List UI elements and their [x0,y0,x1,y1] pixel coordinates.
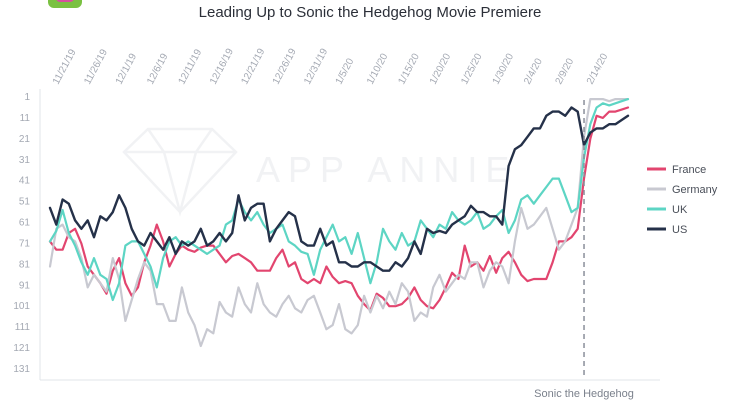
x-tick-label: 12/11/19 [177,47,205,86]
x-tick-label: 2/9/20 [554,56,577,86]
x-tick-label: 12/31/19 [302,46,330,86]
x-tick-label: 2/14/20 [585,51,611,86]
series-line-uk [48,98,630,302]
x-tick-label: 1/10/20 [365,51,391,86]
x-tick-label: 1/20/20 [428,51,454,86]
x-tick-label: 12/16/19 [208,46,236,86]
x-tick-label: 1/25/20 [459,51,485,86]
watermark-text: APP ANNIE [256,149,517,190]
y-tick-label: 51 [19,197,31,208]
y-tick-label: 131 [13,364,30,375]
legend-label-germany: Germany [672,184,718,196]
x-tick-label: 12/26/19 [271,46,299,86]
y-tick-label: 1 [24,92,30,103]
y-tick-label: 41 [19,176,31,187]
x-tick-label: 12/1/19 [114,51,140,86]
watermark: APP ANNIE [122,127,517,217]
x-tick-label: 2/4/20 [522,56,545,86]
x-tick-label: 12/21/19 [239,46,267,86]
y-tick-label: 21 [19,134,31,145]
y-tick-label: 91 [19,280,31,291]
y-tick-label: 11 [20,113,31,124]
y-tick-label: 111 [15,322,31,333]
x-tick-label: 1/30/20 [491,51,517,86]
legend-label-france: France [672,164,706,176]
x-tick-label: 1/15/20 [396,51,422,86]
x-tick-label: 1/5/20 [334,56,357,86]
y-tick-label: 71 [19,238,31,249]
x-tick-label: 11/21/19 [51,47,79,86]
y-tick-label: 81 [19,259,31,270]
x-tick-label: 12/6/19 [145,51,171,86]
series-line-germany [48,98,630,348]
y-tick-label: 101 [13,301,30,312]
series-lines [48,98,630,348]
legend-label-uk: UK [672,204,688,216]
diamond-icon [122,127,238,217]
legend: France Germany UK US [647,164,718,236]
legend-label-us: US [672,224,687,236]
x-tick-label: 11/26/19 [82,47,110,86]
chart-title: Leading Up to Sonic the Hedgehog Movie P… [198,4,542,21]
y-tick-label: 31 [19,155,31,166]
x-axis: 11/21/19 11/26/19 12/1/19 12/6/19 12/11/19 12… [51,46,611,86]
series-line-us [48,106,630,272]
y-tick-label: 121 [13,343,30,354]
y-tick-label: 61 [19,218,31,229]
premiere-label: Sonic the Hedgehog [534,388,634,400]
app-icon [48,0,82,8]
